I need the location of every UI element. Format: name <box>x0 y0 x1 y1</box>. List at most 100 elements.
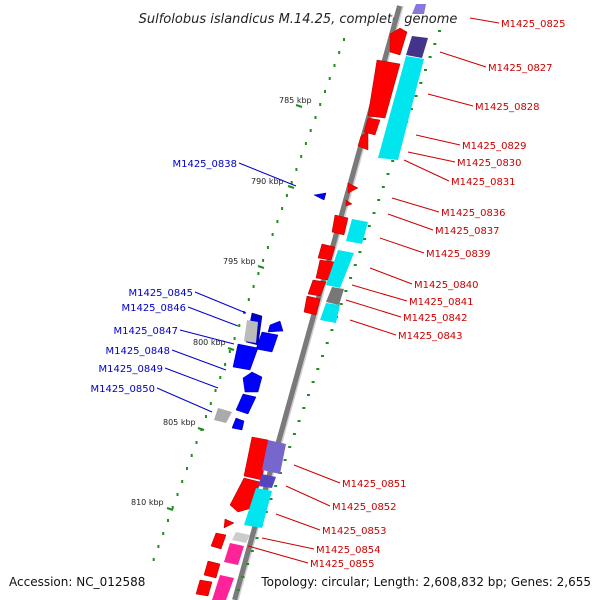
gene-label[interactable]: M1425_0831 <box>451 177 516 188</box>
gene-label[interactable]: M1425_0840 <box>414 280 479 291</box>
gene-label[interactable]: M1425_0846 <box>121 303 186 314</box>
skew-dot <box>205 415 207 418</box>
gc-dot <box>283 459 287 461</box>
cds-block <box>326 287 344 305</box>
kbp-tick <box>295 104 303 108</box>
leader-line <box>379 237 425 254</box>
gene-label[interactable]: M1425_0851 <box>342 479 407 490</box>
skew-dot <box>281 207 284 210</box>
gene-arrow <box>345 199 353 207</box>
gc-dot <box>424 69 427 71</box>
skew-dot <box>171 506 174 509</box>
gc-dot <box>316 368 320 370</box>
gc-dot <box>246 563 250 565</box>
gc-dot <box>381 186 385 188</box>
gene-arrow <box>347 182 359 194</box>
skew-dot <box>167 519 169 522</box>
gene-arrow <box>389 27 408 56</box>
gene-label[interactable]: M1425_0847 <box>113 326 178 337</box>
gene-label[interactable]: M1425_0836 <box>441 208 506 219</box>
gene-label[interactable]: M1425_0843 <box>398 331 463 342</box>
gene-label[interactable]: M1425_0829 <box>462 141 527 152</box>
gene-arrow <box>235 393 257 415</box>
gene-label[interactable]: M1425_0839 <box>426 249 491 260</box>
leader-line <box>194 291 247 314</box>
gene-label[interactable]: M1425_0838 <box>172 159 237 170</box>
gc-dot <box>236 589 240 591</box>
gene-arrow <box>367 59 401 119</box>
gene-arrow <box>357 131 369 151</box>
leader-line <box>349 319 397 336</box>
gene-label[interactable]: M1425_0827 <box>488 63 553 74</box>
skew-dot <box>309 129 312 132</box>
map-title: Sulfolobus islandicus M.14.25, complete … <box>139 12 458 27</box>
leader-line <box>469 17 500 24</box>
gene-label[interactable]: M1425_0853 <box>322 526 387 537</box>
gene-label[interactable]: M1425_0825 <box>501 19 566 30</box>
gc-dot <box>292 433 296 435</box>
gene-label[interactable]: M1425_0842 <box>403 313 468 324</box>
gene-label[interactable]: M1425_0841 <box>409 297 474 308</box>
kbp-tick <box>197 427 205 431</box>
labels-left: M1425_0838 M1425_0845 M1425_0846 M1425_0847… <box>90 159 297 413</box>
skew-dot <box>324 90 326 93</box>
skew-dot <box>304 142 307 145</box>
cds-block <box>262 440 286 474</box>
gc-dot <box>250 550 254 552</box>
gc-dot <box>414 95 418 97</box>
kbp-tick <box>287 185 295 189</box>
gene-label[interactable]: M1425_0852 <box>332 502 397 513</box>
gene-arrow <box>307 279 327 297</box>
skew-dot <box>186 467 188 470</box>
leader-line <box>345 299 402 318</box>
gene-label[interactable]: M1425_0845 <box>128 288 193 299</box>
skew-dot <box>181 480 184 483</box>
cds-block <box>232 532 250 543</box>
skew-dot <box>285 194 288 197</box>
gc-dot <box>269 498 273 500</box>
gc-dot <box>325 342 329 344</box>
cds-block <box>212 575 234 600</box>
kbp-scale: 785 kbp 790 kbp 795 kbp 800 kbp 805 kbp … <box>131 96 312 511</box>
skew-dot <box>214 389 217 392</box>
gene-label[interactable]: M1425_0854 <box>316 545 381 556</box>
gene-label[interactable]: M1425_0828 <box>475 102 540 113</box>
gene-label[interactable]: M1425_0837 <box>435 226 500 237</box>
leader-line <box>415 134 461 146</box>
gene-label[interactable]: M1425_0830 <box>457 158 522 169</box>
skew-dot <box>295 168 298 171</box>
gc-dot <box>297 420 301 422</box>
gc-dot <box>372 212 376 214</box>
leader-line <box>179 329 235 345</box>
gene-label[interactable]: M1425_0849 <box>98 364 163 375</box>
cds-block <box>326 250 354 288</box>
gene-label[interactable]: M1425_0850 <box>90 384 155 395</box>
leader-line <box>369 267 413 285</box>
gc-dot <box>367 225 371 227</box>
leader-line <box>403 159 450 182</box>
genome-summary-text: Topology: circular; Length: 2,608,832 bp… <box>260 575 591 589</box>
skew-dot <box>300 155 303 158</box>
leader-line <box>275 513 321 531</box>
cds-track <box>212 4 428 600</box>
leader-line <box>351 284 408 302</box>
gc-dot <box>311 381 315 383</box>
gene-label[interactable]: M1425_0855 <box>310 559 375 570</box>
forward-strand-genes <box>195 27 408 597</box>
skew-dot <box>219 376 222 379</box>
leader-line <box>391 197 440 213</box>
gc-dot <box>391 160 395 162</box>
skew-dot <box>152 558 155 561</box>
leader-line <box>171 349 227 371</box>
gc-dot <box>307 394 310 396</box>
skew-dot <box>176 493 179 496</box>
skew-dot <box>338 51 341 54</box>
skew-dot <box>266 246 269 249</box>
cds-block <box>320 303 340 323</box>
gene-label[interactable]: M1425_0848 <box>105 346 170 357</box>
gene-arrow <box>255 331 279 353</box>
gene-arrow <box>267 320 284 333</box>
leader-line <box>285 485 331 507</box>
gene-arrow <box>203 560 221 579</box>
kbp-tick <box>227 347 235 351</box>
